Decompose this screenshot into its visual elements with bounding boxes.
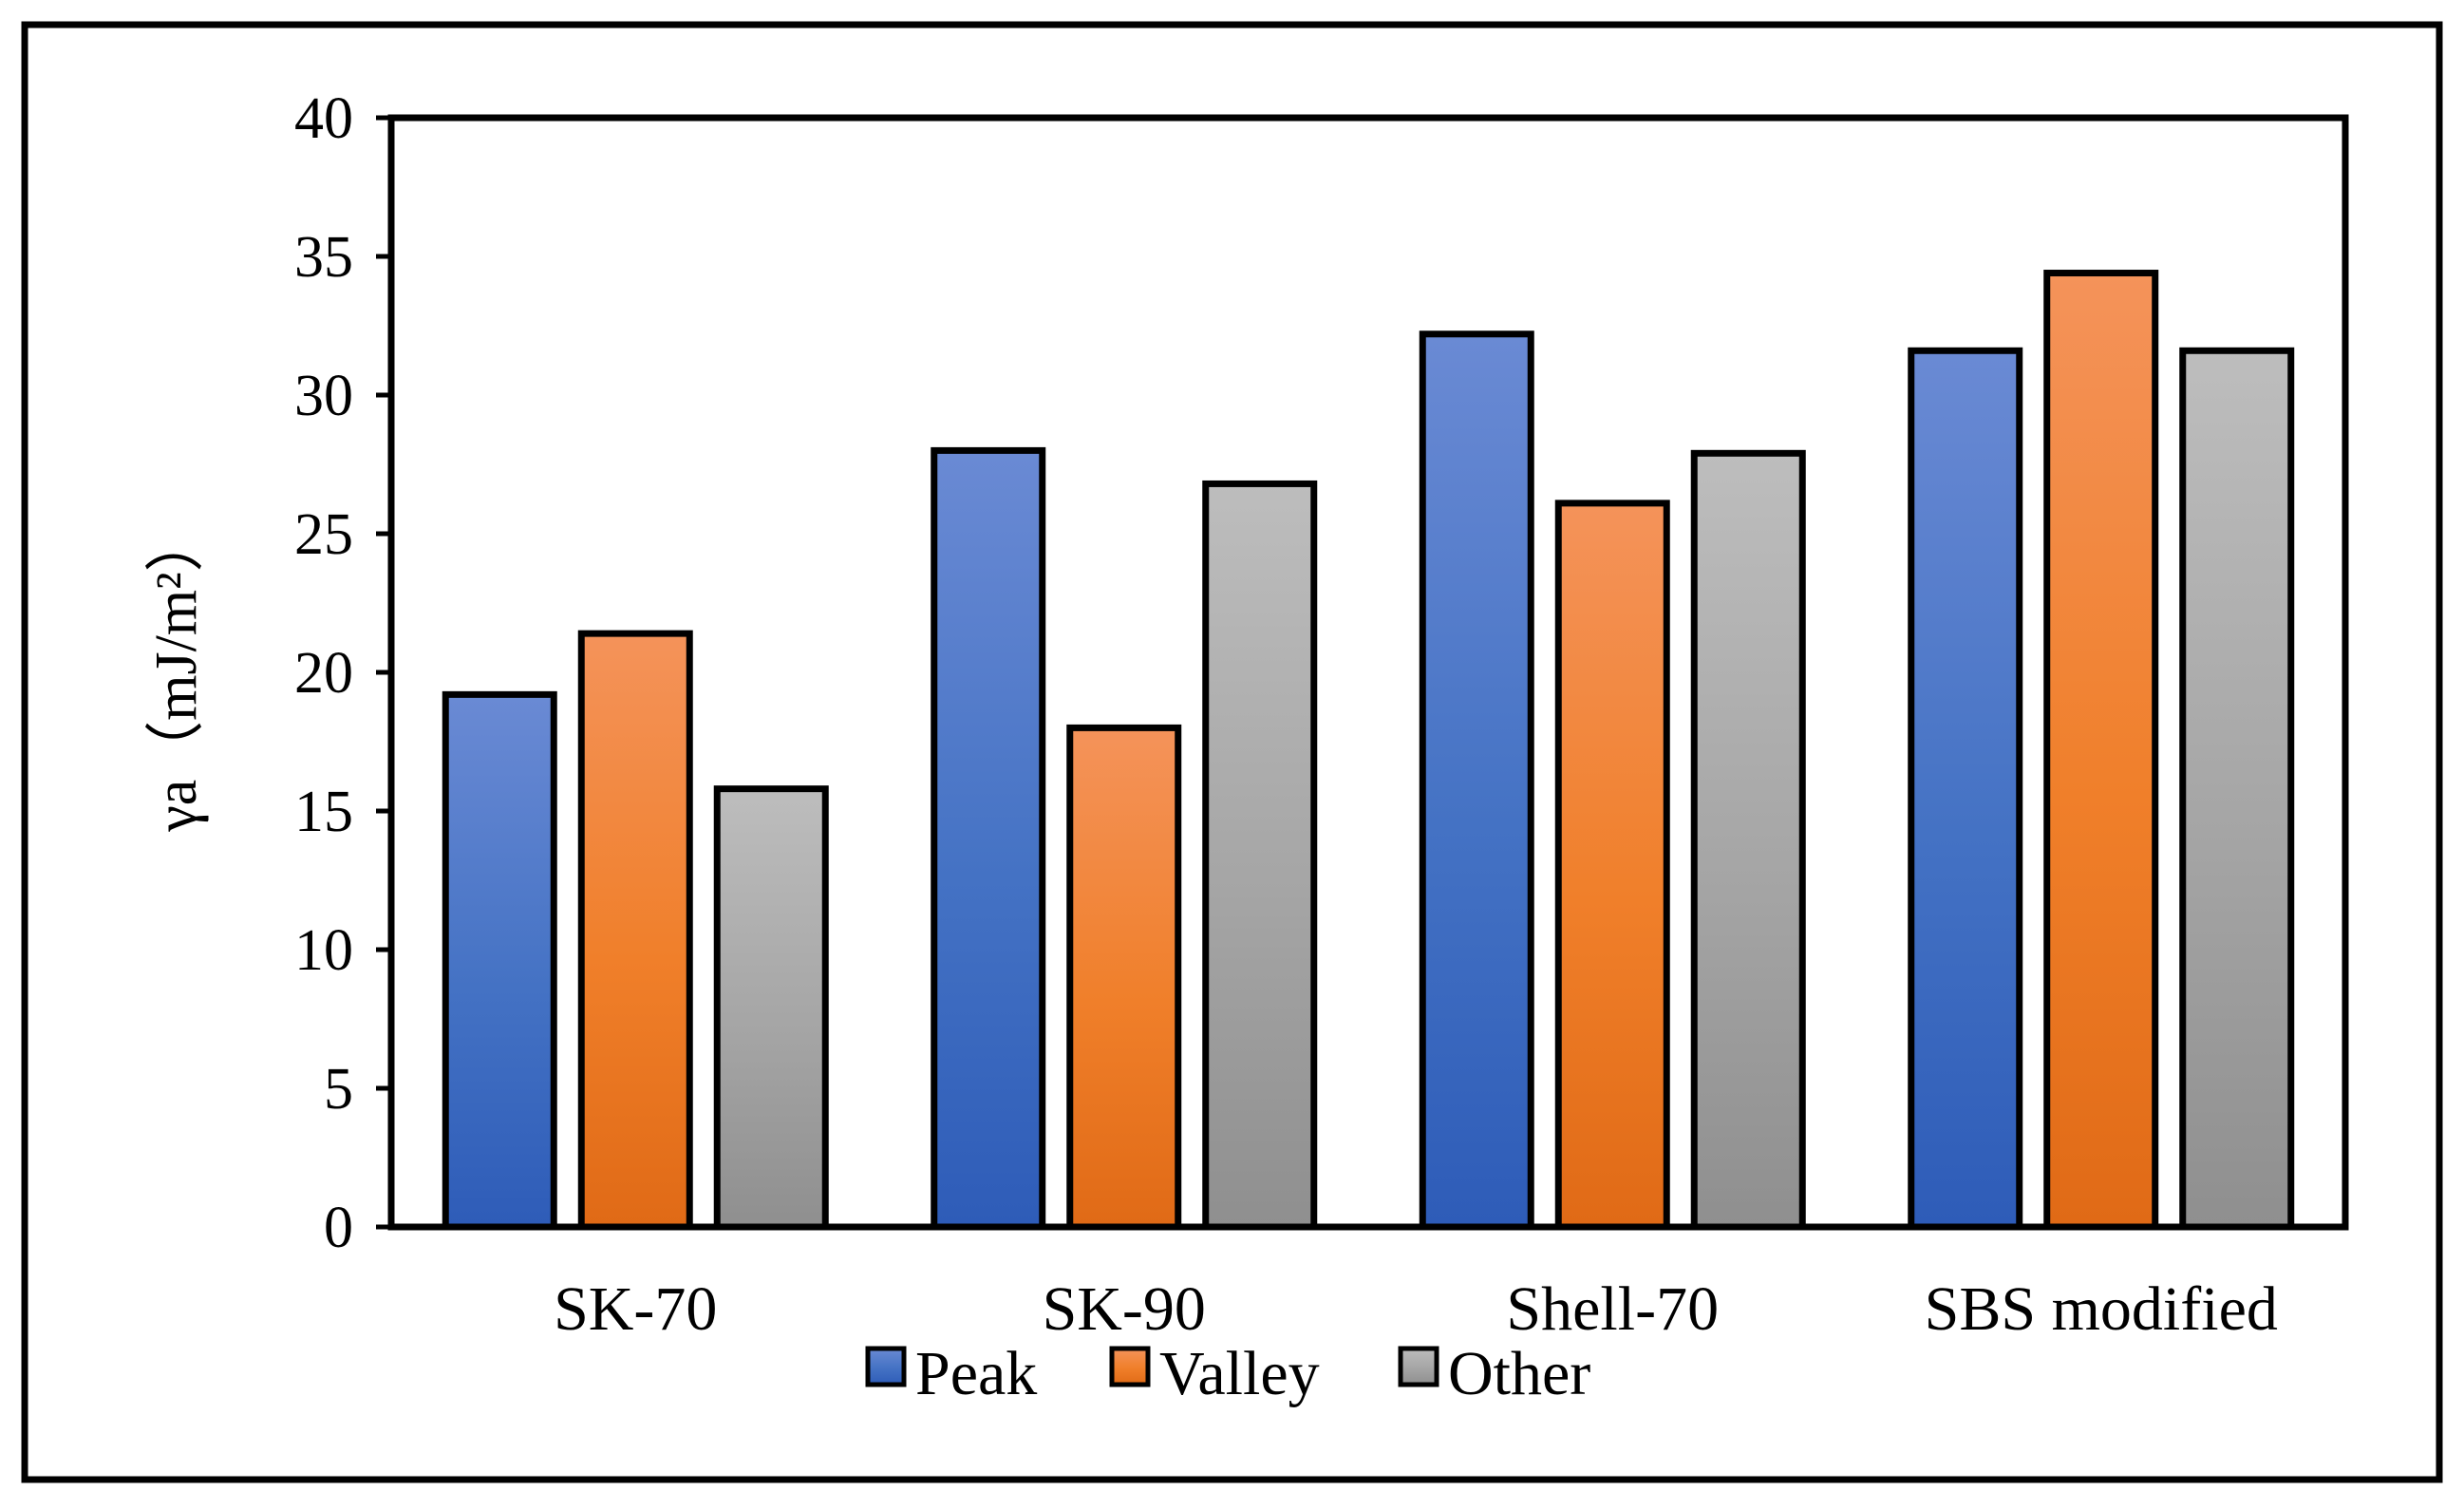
y-tick-label: 5 xyxy=(324,1057,353,1122)
x-category-label: SK-90 xyxy=(1043,1274,1206,1344)
y-tick-label: 0 xyxy=(324,1196,353,1260)
y-tick-label: 10 xyxy=(294,918,353,983)
bar-shell-70-other xyxy=(1690,449,1806,1231)
legend-swatch-peak xyxy=(865,1346,907,1387)
y-axis-title: γa（mJ/m²） xyxy=(144,513,209,832)
y-axis-ticks: 0 5 10 15 20 25 30 35 40 xyxy=(294,86,391,1260)
y-tick-label: 25 xyxy=(294,502,353,567)
bar-shell-70-valley xyxy=(1554,500,1670,1231)
bar-sk-90-other xyxy=(1202,480,1318,1231)
bar-sk-70-peak xyxy=(442,690,557,1231)
y-tick-label: 15 xyxy=(294,780,353,844)
x-category-label: Shell-70 xyxy=(1506,1274,1719,1344)
legend-label-peak: Peak xyxy=(915,1339,1037,1408)
bar-sk-90-peak xyxy=(931,446,1046,1231)
bar-sk-70-valley xyxy=(577,630,693,1231)
legend-swatch-other xyxy=(1398,1346,1439,1387)
bar-shell-70-peak xyxy=(1419,330,1534,1231)
x-category-label: SBS modified xyxy=(1925,1274,2278,1344)
bar-sbs-modified-other xyxy=(2179,347,2295,1231)
legend: Peak Valley Other xyxy=(865,1339,1590,1408)
bar-sbs-modified-valley xyxy=(2043,270,2159,1231)
x-category-label: SK-70 xyxy=(554,1274,717,1344)
legend-label-other: Other xyxy=(1448,1339,1590,1408)
x-axis-categories: SK-70 SK-90 Shell-70 SBS modified xyxy=(554,1274,2278,1344)
bar-sbs-modified-peak xyxy=(1908,347,2023,1231)
legend-label-valley: Valley xyxy=(1159,1339,1320,1408)
legend-swatch-valley xyxy=(1109,1346,1151,1387)
y-tick-label: 40 xyxy=(294,86,353,151)
y-tick-label: 30 xyxy=(294,364,353,428)
bar-sk-90-valley xyxy=(1066,724,1182,1231)
bars-layer xyxy=(442,270,2295,1231)
bar-sk-70-other xyxy=(713,785,829,1231)
y-tick-label: 20 xyxy=(294,641,353,706)
y-tick-label: 35 xyxy=(294,225,353,290)
